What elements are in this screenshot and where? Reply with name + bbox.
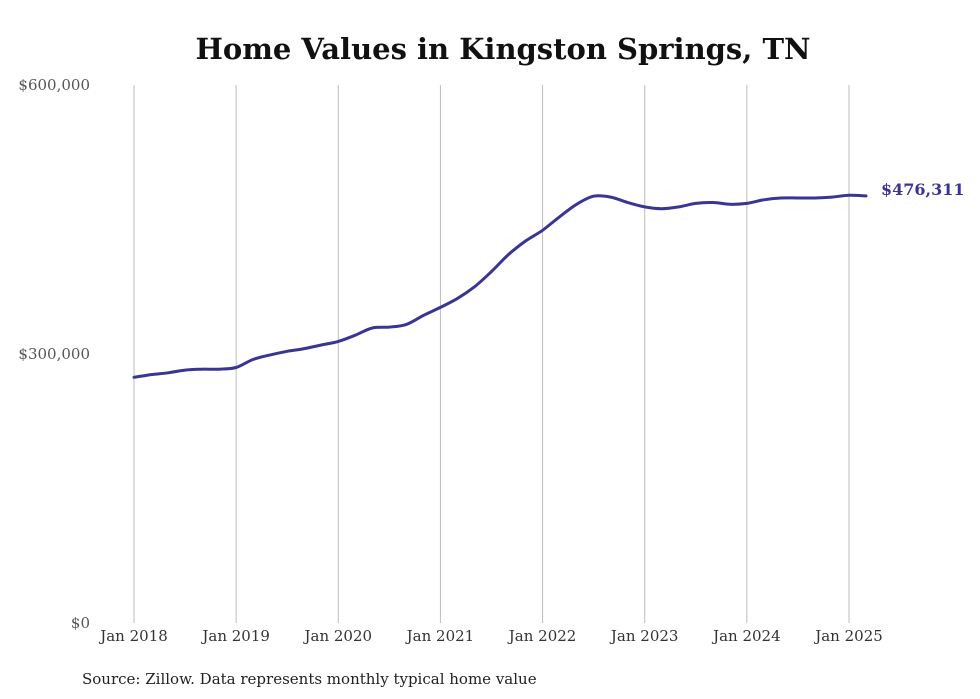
x-tick-label: Jan 2022 xyxy=(507,627,577,645)
x-tick-label: Jan 2019 xyxy=(200,627,270,645)
y-tick-label: $0 xyxy=(71,614,90,632)
y-tick-label: $300,000 xyxy=(18,345,90,363)
x-axis-ticks: Jan 2018 Jan 2019 Jan 2020 Jan 2021 Jan 2022… xyxy=(98,627,883,645)
x-tick-label: Jan 2020 xyxy=(303,627,373,645)
x-tick-label: Jan 2023 xyxy=(609,627,679,645)
x-tick-label: Jan 2025 xyxy=(813,627,883,645)
chart-title: Home Values in Kingston Springs, TN xyxy=(195,32,810,66)
series-line-0 xyxy=(132,193,868,379)
source-note: Source: Zillow. Data represents monthly … xyxy=(82,670,537,688)
x-tick-label: Jan 2021 xyxy=(405,627,475,645)
series-lines xyxy=(132,193,868,379)
y-tick-label: $600,000 xyxy=(18,76,90,94)
end-value-label: $476,311 xyxy=(881,180,965,199)
x-tick-label: Jan 2018 xyxy=(98,627,168,645)
x-tick-label: Jan 2024 xyxy=(711,627,781,645)
grid-lines xyxy=(133,85,850,623)
y-axis-ticks: $0 $300,000 $600,000 xyxy=(18,76,90,632)
